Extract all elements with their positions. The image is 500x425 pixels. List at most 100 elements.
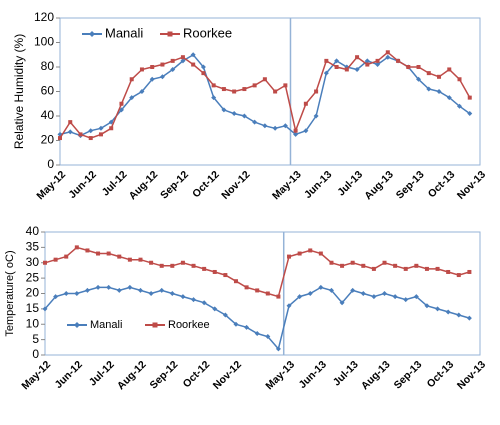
y-tick-label: 120: [34, 10, 54, 24]
marker: [265, 291, 270, 296]
marker: [276, 294, 281, 299]
marker: [64, 254, 69, 259]
marker: [85, 248, 90, 253]
marker: [457, 77, 462, 82]
marker: [282, 123, 288, 129]
marker: [170, 58, 175, 63]
x-tick-label: Aug-13: [359, 358, 393, 392]
marker: [340, 263, 345, 268]
marker: [42, 306, 48, 312]
marker: [371, 266, 376, 271]
marker: [170, 263, 175, 268]
marker: [424, 303, 430, 309]
y-tick-label: 0: [47, 157, 54, 171]
marker: [303, 101, 308, 106]
y-tick-label: 60: [41, 84, 55, 98]
marker: [307, 291, 313, 296]
x-tick-label: Oct-12: [181, 358, 213, 390]
marker: [283, 83, 288, 88]
marker: [127, 284, 133, 290]
x-tick-label: Jul-13: [335, 168, 365, 198]
marker: [119, 101, 124, 106]
x-tick-label: Sep-13: [394, 168, 427, 201]
marker: [446, 95, 452, 101]
marker: [221, 107, 227, 113]
y-tick-label: 20: [26, 286, 40, 300]
marker: [416, 65, 421, 69]
marker: [318, 284, 324, 290]
marker: [447, 67, 452, 72]
marker: [435, 266, 440, 271]
marker: [314, 89, 319, 94]
marker: [159, 287, 165, 293]
marker: [262, 123, 268, 129]
marker: [98, 132, 103, 137]
marker: [403, 266, 408, 271]
y-tick-label: 35: [26, 240, 40, 254]
marker: [286, 303, 292, 309]
marker: [180, 260, 185, 265]
marker: [328, 287, 334, 293]
marker: [456, 312, 462, 318]
marker: [456, 273, 461, 278]
marker: [436, 89, 442, 94]
marker: [95, 284, 101, 290]
marker: [232, 89, 237, 94]
x-tick-label: Oct-13: [426, 168, 458, 200]
legend-label: Roorkee: [183, 25, 232, 40]
y-axis-label: Temperature( oC): [4, 250, 16, 336]
marker: [170, 66, 176, 72]
x-tick-label: Aug-12: [127, 168, 161, 202]
marker: [365, 62, 370, 67]
marker: [385, 50, 390, 55]
marker: [129, 77, 134, 82]
x-tick-label: Nov-13: [455, 168, 488, 201]
x-tick-label: Jun-13: [297, 358, 330, 391]
marker: [334, 58, 340, 64]
marker: [252, 83, 257, 88]
marker: [88, 128, 94, 134]
marker: [43, 260, 47, 265]
marker: [53, 294, 59, 300]
legend-marker: [152, 322, 158, 328]
y-tick-label: 20: [41, 133, 55, 147]
legend-label: Manali: [105, 25, 143, 40]
x-tick-label: Aug-13: [362, 168, 396, 202]
marker: [191, 297, 197, 303]
x-tick-label: Sep-13: [392, 358, 425, 391]
marker: [467, 95, 472, 100]
y-tick-label: 80: [41, 59, 55, 73]
x-tick-label: May-13: [270, 168, 304, 202]
marker: [382, 260, 387, 265]
legend-marker: [167, 31, 173, 37]
marker: [169, 291, 175, 296]
marker: [241, 113, 247, 119]
marker: [426, 71, 431, 76]
marker: [303, 128, 309, 134]
x-tick-label: Jul-12: [87, 358, 117, 388]
x-tick-label: May-13: [263, 358, 297, 392]
marker: [371, 294, 377, 300]
marker: [287, 254, 292, 259]
marker: [344, 67, 349, 72]
marker: [63, 291, 69, 296]
marker: [375, 58, 380, 63]
marker: [262, 77, 267, 82]
marker: [223, 273, 228, 278]
marker: [149, 260, 154, 265]
marker: [233, 279, 238, 284]
legend-marker: [74, 322, 80, 328]
marker: [360, 291, 366, 296]
plot-frame: [44, 231, 481, 356]
x-tick-label: Jun-12: [53, 358, 86, 391]
marker: [254, 330, 260, 336]
legend-label: Roorkee: [168, 319, 210, 331]
marker: [329, 260, 334, 265]
marker: [244, 324, 250, 330]
marker: [88, 136, 93, 141]
marker: [84, 287, 90, 293]
marker: [159, 74, 165, 80]
marker: [149, 76, 155, 82]
marker: [406, 65, 411, 69]
